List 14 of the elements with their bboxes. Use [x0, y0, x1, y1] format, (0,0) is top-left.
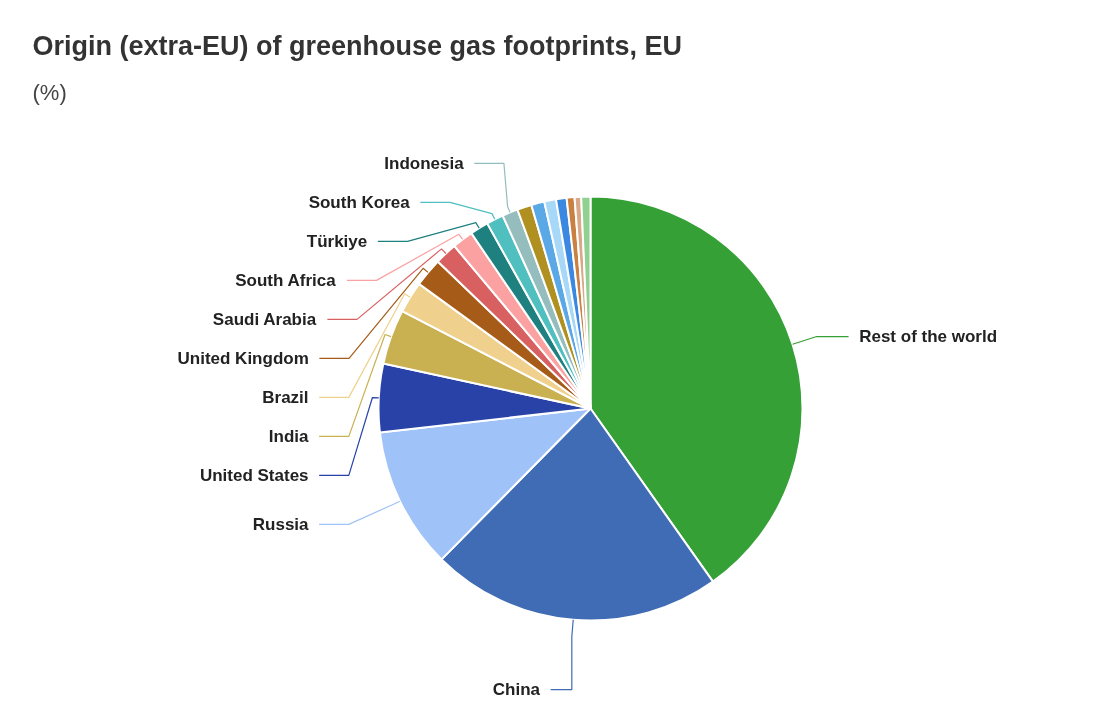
- slice-label: Saudi Arabia: [212, 309, 317, 329]
- chart-subtitle: (%): [32, 80, 67, 105]
- chart-title: Origin (extra-EU) of greenhouse gas footprints, EU: [32, 30, 683, 61]
- slice-label: South Korea: [308, 192, 411, 212]
- slice-label: United Kingdom: [177, 348, 309, 368]
- slice-label: Brazil: [262, 387, 309, 407]
- slice-label: Russia: [252, 514, 310, 534]
- slice-label: China: [492, 680, 541, 700]
- slice-label: Rest of the world: [859, 327, 998, 347]
- slice-label: United States: [199, 465, 309, 485]
- slice-label: Türkiye: [306, 231, 368, 251]
- slice-label: Indonesia: [384, 153, 465, 173]
- slice-label: South Africa: [235, 270, 337, 290]
- slice-label: India: [268, 426, 310, 446]
